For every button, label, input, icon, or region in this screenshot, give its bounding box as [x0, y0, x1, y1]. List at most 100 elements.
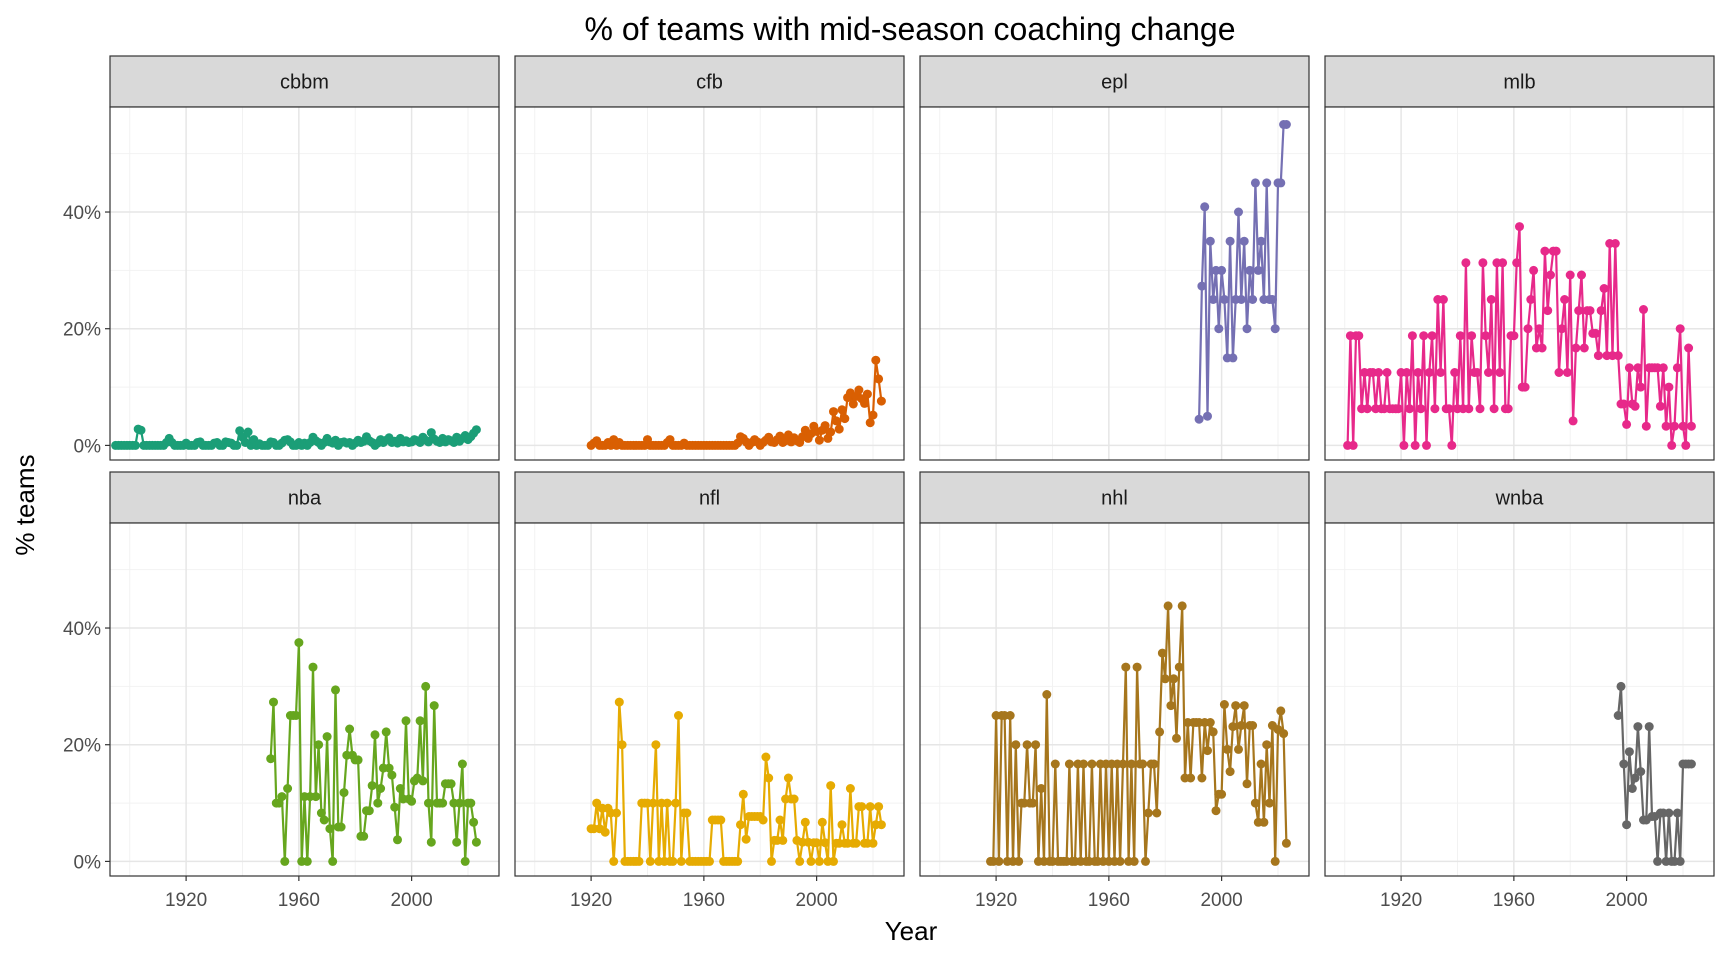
data-point: [671, 798, 681, 808]
data-point: [1155, 727, 1165, 737]
data-point: [1203, 411, 1212, 421]
data-point: [1217, 265, 1227, 275]
data-point: [1348, 440, 1358, 450]
y-axis-title: % teams: [10, 454, 40, 555]
data-point: [1276, 706, 1286, 716]
data-point: [1633, 363, 1643, 373]
data-point: [1194, 414, 1204, 424]
data-point: [1675, 324, 1685, 334]
data-point: [1205, 236, 1215, 246]
data-point: [1596, 306, 1606, 316]
data-point: [1661, 421, 1671, 431]
data-point: [716, 815, 726, 825]
data-point: [1253, 265, 1263, 275]
data-point: [1571, 343, 1581, 353]
data-point: [817, 817, 827, 827]
data-point: [1281, 838, 1291, 848]
data-point: [1619, 399, 1629, 409]
data-point: [1427, 331, 1437, 341]
data-point: [438, 798, 448, 808]
data-point: [1678, 421, 1688, 431]
data-point: [1495, 368, 1505, 377]
data-point: [1118, 759, 1128, 769]
data-point: [469, 817, 479, 827]
panel-border: [514, 522, 905, 877]
data-point: [871, 355, 881, 365]
data-point: [764, 773, 774, 783]
data-point: [1169, 674, 1179, 684]
data-point: [460, 856, 470, 866]
data-point: [682, 808, 692, 818]
data-point: [1214, 324, 1224, 334]
panel-border: [109, 522, 500, 877]
data-point: [1557, 324, 1567, 334]
data-point: [1225, 236, 1235, 246]
data-point: [837, 405, 847, 415]
data-point: [1636, 382, 1646, 392]
data-point: [1686, 759, 1696, 769]
panel-cfb: cfb: [514, 55, 905, 461]
data-point: [471, 425, 481, 435]
data-point: [800, 817, 810, 827]
data-point: [1684, 343, 1694, 353]
data-point: [1042, 690, 1052, 699]
panel-background: [920, 523, 1309, 876]
data-point: [617, 740, 627, 750]
data-point: [328, 856, 338, 866]
data-point: [1664, 808, 1674, 818]
data-point: [1087, 759, 1097, 769]
data-point: [1219, 700, 1229, 709]
data-point: [1562, 368, 1572, 377]
data-point: [1149, 759, 1159, 769]
data-point: [452, 837, 462, 847]
panel-mlb: mlb: [1324, 55, 1715, 461]
data-point: [662, 798, 672, 808]
data-point: [862, 389, 872, 399]
data-point: [1242, 324, 1252, 334]
data-point: [1250, 178, 1260, 188]
data-point: [674, 711, 683, 720]
data-point: [1248, 295, 1258, 304]
data-point: [136, 425, 146, 435]
facet-strip-label: mlb: [1503, 72, 1535, 94]
data-point: [1613, 351, 1623, 361]
data-point: [1234, 744, 1243, 754]
data-point: [1540, 246, 1550, 256]
data-point: [384, 763, 394, 773]
data-point: [401, 716, 411, 726]
data-point: [1022, 740, 1032, 750]
data-point: [1265, 798, 1274, 808]
data-point: [829, 407, 838, 417]
data-point: [376, 784, 386, 793]
y-tick-label: 40%: [63, 203, 101, 224]
data-point: [1126, 759, 1136, 769]
data-point: [1402, 368, 1412, 377]
data-point: [1259, 817, 1269, 827]
data-point: [302, 856, 312, 866]
data-point: [848, 399, 858, 409]
data-point: [845, 784, 855, 793]
data-point: [733, 856, 743, 866]
y-tick-label: 40%: [63, 619, 101, 640]
data-point: [1270, 324, 1280, 334]
data-point: [1489, 404, 1499, 414]
data-point: [314, 740, 324, 750]
data-point: [876, 820, 886, 830]
data-point: [1681, 440, 1691, 450]
data-point: [676, 856, 686, 866]
data-point: [390, 802, 400, 812]
data-point: [874, 374, 884, 384]
panel-cbbm: cbbm 0% 20% 40%: [63, 55, 500, 461]
data-point: [415, 716, 425, 726]
data-point: [1613, 711, 1623, 720]
data-point: [1028, 798, 1038, 808]
data-point: [1410, 440, 1420, 450]
data-point: [1599, 284, 1609, 293]
data-point: [1177, 601, 1187, 611]
data-point: [1554, 368, 1564, 377]
data-point: [1208, 727, 1218, 737]
data-point: [1413, 368, 1423, 377]
panel-border: [919, 522, 1310, 877]
data-point: [1484, 368, 1493, 377]
